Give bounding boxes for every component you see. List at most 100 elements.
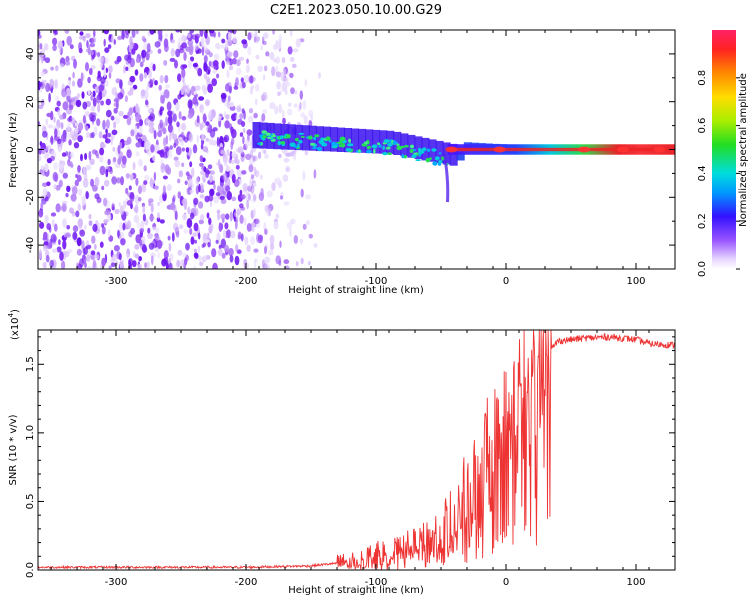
noise-speckle xyxy=(101,185,105,191)
noise-speckle xyxy=(193,248,197,253)
noise-speckle xyxy=(77,203,82,211)
noise-speckle xyxy=(192,144,198,154)
noise-speckle xyxy=(245,262,249,269)
noise-speckle xyxy=(234,255,240,266)
noise-speckle xyxy=(142,205,146,214)
noise-speckle xyxy=(126,253,129,260)
echo-blob xyxy=(348,138,352,143)
noise-speckle xyxy=(96,118,101,127)
noise-speckle xyxy=(72,72,75,79)
noise-speckle xyxy=(127,55,132,64)
noise-speckle xyxy=(167,235,171,241)
noise-speckle xyxy=(224,230,230,238)
noise-speckle xyxy=(147,232,153,240)
noise-speckle xyxy=(217,115,222,122)
steady-echo-core xyxy=(447,147,675,152)
noise-speckle xyxy=(271,66,276,77)
noise-speckle xyxy=(264,256,271,264)
noise-speckle xyxy=(73,58,77,69)
noise-speckle xyxy=(181,68,186,78)
noise-speckle xyxy=(129,75,136,83)
noise-speckle xyxy=(46,112,53,118)
noise-speckle xyxy=(143,41,148,51)
noise-speckle xyxy=(216,232,221,243)
noise-speckle xyxy=(70,97,75,102)
noise-speckle xyxy=(216,185,221,193)
noise-speckle xyxy=(100,100,105,106)
noise-speckle xyxy=(157,252,160,259)
echo-blob xyxy=(310,142,315,146)
noise-speckle xyxy=(82,115,86,124)
noise-speckle xyxy=(182,85,189,90)
noise-speckle xyxy=(70,152,74,159)
noise-speckle xyxy=(55,95,60,102)
noise-speckle xyxy=(211,248,217,258)
noise-speckle xyxy=(250,209,254,220)
noise-speckle xyxy=(118,253,122,261)
noise-speckle xyxy=(175,146,182,156)
noise-speckle xyxy=(147,115,154,120)
noise-speckle xyxy=(223,229,226,240)
noise-speckle xyxy=(203,61,207,68)
noise-speckle xyxy=(231,151,237,159)
noise-speckle xyxy=(278,103,282,114)
echo-blob xyxy=(257,142,262,145)
noise-speckle xyxy=(201,84,206,92)
noise-speckle xyxy=(99,62,103,69)
noise-speckle xyxy=(98,84,105,92)
noise-speckle xyxy=(283,68,287,79)
noise-speckle xyxy=(178,136,183,144)
noise-speckle xyxy=(250,174,255,180)
noise-speckle xyxy=(157,131,163,138)
noise-speckle xyxy=(220,198,227,204)
noise-speckle xyxy=(140,140,145,148)
noise-speckle xyxy=(283,157,290,163)
noise-speckle xyxy=(126,149,132,159)
noise-speckle xyxy=(243,74,250,83)
noise-speckle xyxy=(92,259,97,269)
noise-speckle xyxy=(200,122,206,128)
noise-speckle xyxy=(135,113,141,123)
noise-speckle xyxy=(171,196,175,205)
noise-speckle xyxy=(132,260,137,268)
noise-speckle xyxy=(126,220,132,230)
echo-blob xyxy=(427,148,431,152)
echo-blob xyxy=(412,148,417,152)
noise-speckle xyxy=(223,134,230,143)
noise-speckle xyxy=(130,42,135,47)
noise-speckle xyxy=(40,202,44,210)
noise-speckle xyxy=(212,262,218,269)
noise-speckle xyxy=(208,194,214,202)
noise-speckle xyxy=(232,57,237,65)
noise-speckle xyxy=(59,63,65,69)
noise-speckle xyxy=(259,174,263,180)
noise-speckle xyxy=(175,48,181,58)
noise-speckle xyxy=(228,31,232,38)
chart-title: C2E1.2023.050.10.00.G29 xyxy=(270,3,442,18)
noise-speckle xyxy=(276,80,282,90)
noise-speckle xyxy=(106,213,112,222)
noise-speckle xyxy=(159,109,163,116)
noise-speckle xyxy=(45,255,50,263)
noise-speckle xyxy=(225,165,230,172)
echo-band-segment xyxy=(449,143,458,166)
noise-speckle xyxy=(165,84,170,89)
noise-speckle xyxy=(220,238,226,249)
noise-speckle xyxy=(84,153,88,160)
noise-speckle xyxy=(102,119,106,130)
noise-speckle xyxy=(241,121,246,127)
noise-speckle xyxy=(164,75,169,84)
noise-speckle xyxy=(94,176,100,187)
noise-speckle xyxy=(248,75,253,84)
noise-speckle xyxy=(162,175,168,180)
noise-speckle xyxy=(189,161,193,168)
noise-speckle xyxy=(85,61,89,72)
noise-speckle xyxy=(217,209,220,220)
noise-speckle xyxy=(45,82,51,93)
noise-speckle xyxy=(173,156,179,161)
noise-speckle xyxy=(253,182,257,187)
noise-speckle xyxy=(201,244,205,248)
noise-speckle xyxy=(246,58,249,64)
noise-speckle xyxy=(110,135,113,146)
noise-speckle xyxy=(286,82,291,87)
